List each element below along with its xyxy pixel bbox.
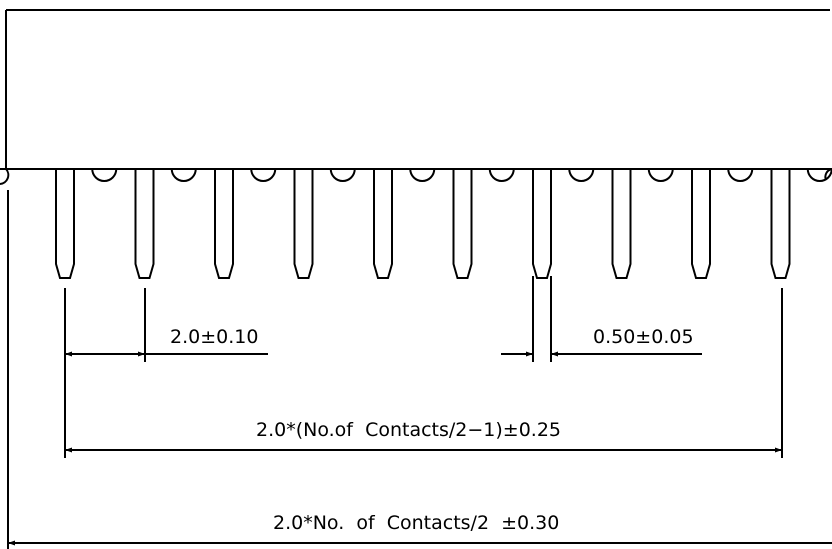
notch (727, 168, 754, 182)
notch (329, 168, 356, 182)
notch (488, 168, 515, 182)
pin (691, 169, 711, 279)
pin (452, 169, 473, 279)
notch (91, 168, 118, 182)
pitch-label: 2.0±0.10 (170, 326, 258, 348)
notch-group (91, 168, 832, 182)
notch (568, 168, 595, 182)
notch (170, 168, 197, 182)
housing (0, 9, 832, 185)
notch (806, 168, 832, 182)
pin (55, 169, 75, 279)
pin-group (55, 169, 791, 279)
pin (770, 169, 791, 279)
extension-lines (64, 276, 783, 458)
pin-span-label: 2.0*(No.of Contacts/2−1)±0.25 (256, 419, 561, 441)
overall-length-label: 2.0*No. of Contacts/2 ±0.30 (273, 512, 559, 534)
notch (647, 168, 674, 182)
pin (214, 169, 234, 279)
pin (134, 169, 155, 279)
notch (250, 168, 277, 182)
pin-width-label: 0.50±0.05 (593, 326, 694, 348)
housing-left-notch (0, 168, 10, 185)
pin (373, 169, 393, 279)
notch (409, 168, 436, 182)
pin (293, 169, 314, 279)
pin (611, 169, 632, 279)
pin (532, 169, 552, 279)
